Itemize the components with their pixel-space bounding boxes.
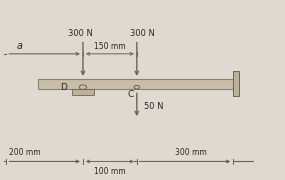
Text: D: D [60, 83, 67, 92]
Text: 200 mm: 200 mm [9, 148, 41, 157]
Text: 300 mm: 300 mm [175, 148, 207, 157]
Bar [38, 79, 233, 89]
Text: 100 mm: 100 mm [94, 167, 126, 176]
Bar [233, 71, 239, 96]
Text: 300 N: 300 N [68, 29, 93, 38]
Text: 150 mm: 150 mm [94, 42, 126, 51]
Text: a: a [16, 41, 22, 51]
Text: 50 N: 50 N [144, 102, 163, 111]
Text: 300 N: 300 N [130, 29, 155, 38]
Bar [72, 89, 93, 95]
Text: C: C [127, 90, 133, 99]
